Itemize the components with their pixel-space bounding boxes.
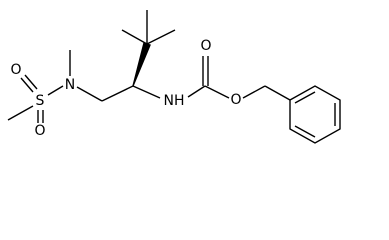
bond	[264, 85, 291, 101]
bonds	[7, 10, 341, 144]
bond	[294, 91, 316, 104]
atom-label: O	[34, 123, 45, 139]
atom-label: NH	[164, 93, 185, 109]
bond	[121, 29, 148, 45]
bond	[242, 85, 266, 99]
bond	[146, 29, 176, 45]
bond	[101, 85, 134, 102]
bond	[76, 86, 103, 102]
bond	[7, 105, 34, 121]
bond	[204, 85, 230, 99]
atom-label: O	[230, 92, 241, 108]
bond	[47, 85, 64, 96]
atom-label: N	[65, 77, 75, 93]
bond	[294, 125, 316, 138]
bond	[24, 74, 38, 90]
atom-label: O	[10, 62, 21, 78]
page: O S O N NH O O (() => { const data = JSO…	[7, 10, 341, 144]
atom-label: O	[200, 38, 211, 54]
wedge-bond	[132, 42, 151, 87]
bond	[20, 77, 34, 93]
atom-label: S	[36, 93, 45, 109]
atom-labels: O S O N NH O O	[10, 38, 241, 139]
bond	[132, 85, 161, 99]
structure: O S O N NH O O	[7, 10, 341, 144]
ring	[289, 85, 341, 144]
bond	[187, 85, 206, 98]
